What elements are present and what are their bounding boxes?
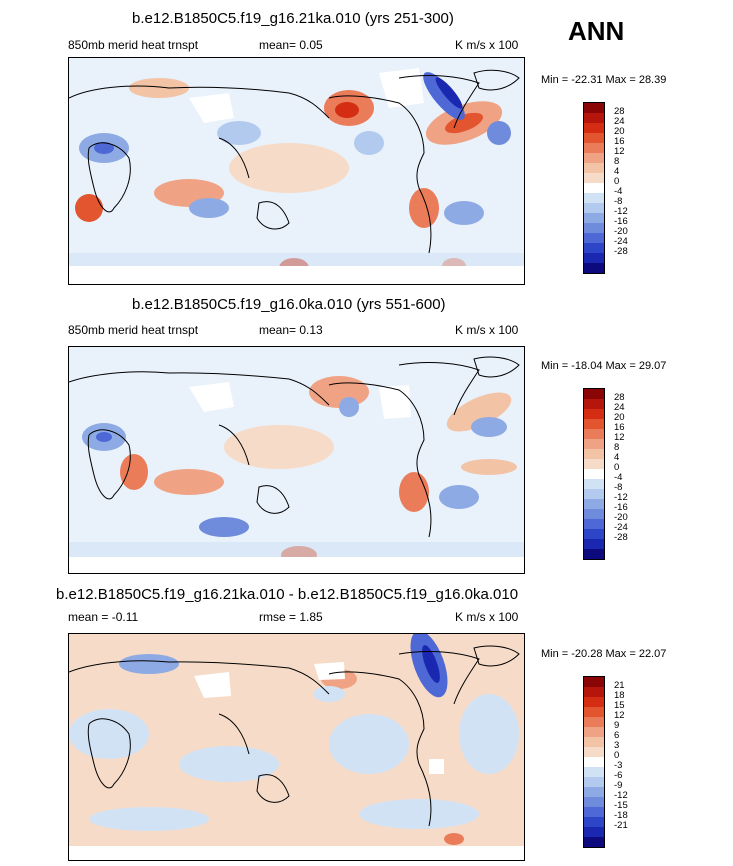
colorbar-label: 16 (614, 422, 625, 433)
colorbar-label: 6 (614, 730, 620, 741)
panel-2-left-label: 850mb merid heat trnspt (68, 323, 199, 337)
colorbar-label: 8 (614, 442, 620, 453)
panel-1-left-label: 850mb merid heat trnspt (68, 38, 199, 52)
panel-2-title: b.e12.B1850C5.f19_g16.0ka.010 (yrs 551-6… (132, 296, 446, 313)
panel-3-mean-label: mean = -0.11 (68, 610, 139, 624)
panel-2-colorbar-labels: 28 24 20 16 12 8 4 0 -4 -8 -12 -16 -20 -… (614, 393, 644, 563)
panel-1-title: b.e12.B1850C5.f19_g16.21ka.010 (yrs 251-… (132, 10, 454, 27)
colorbar-label: -16 (614, 502, 628, 513)
colorbar-label: -3 (614, 760, 623, 771)
panel-3-units: K m/s x 100 (455, 610, 519, 624)
colorbar-label: -16 (614, 216, 628, 227)
colorbar-label: -18 (614, 810, 628, 821)
panel-2-field (69, 376, 524, 573)
colorbar-label: 24 (614, 116, 625, 127)
panel-3-field (69, 634, 524, 860)
colorbar-label: -8 (614, 196, 623, 207)
colorbar-label: 20 (614, 126, 625, 137)
colorbar-label: 0 (614, 176, 620, 187)
panel-3-coastlines (69, 645, 520, 827)
colorbar-label: 12 (614, 146, 625, 157)
colorbar-label: 12 (614, 432, 625, 443)
panel-1-map (68, 57, 525, 285)
colorbar-label: 16 (614, 136, 625, 147)
colorbar-label: 28 (614, 106, 625, 117)
colorbar-label: -6 (614, 770, 623, 781)
panel-2-min-max: Min = -18.04 Max = 29.07 (541, 360, 667, 372)
colorbar-label: -24 (614, 522, 628, 533)
colorbar-label: -24 (614, 236, 628, 247)
panel-2-map (68, 346, 525, 574)
panel-2-colorbar (583, 388, 605, 560)
panel-3-rmse-label: rmse = 1.85 (259, 610, 323, 624)
panel-1-field (69, 68, 524, 284)
colorbar-label: -12 (614, 206, 628, 217)
season-label: ANN (568, 16, 625, 46)
colorbar-label: 24 (614, 402, 625, 413)
colorbar-label: 9 (614, 720, 620, 731)
panel-1-units: K m/s x 100 (455, 38, 519, 52)
panel-2-coastlines (69, 356, 520, 538)
colorbar-label: 12 (614, 710, 625, 721)
panel-3-title: b.e12.B1850C5.f19_g16.21ka.010 - b.e12.B… (56, 586, 519, 603)
colorbar-label: -12 (614, 790, 628, 801)
panel-1-coastlines (69, 69, 520, 254)
colorbar-label: 0 (614, 750, 620, 761)
panel-1-colorbar-labels: 28 24 20 16 12 8 4 0 -4 -8 -12 -16 -20 -… (614, 107, 644, 277)
colorbar-label: -4 (614, 186, 623, 197)
panel-3-min-max: Min = -20.28 Max = 22.07 (541, 648, 667, 660)
panel-3-map (68, 633, 525, 861)
panel-3-colorbar (583, 676, 605, 848)
panel-2-units: K m/s x 100 (455, 323, 519, 337)
colorbar-label: -15 (614, 800, 628, 811)
colorbar-label: 28 (614, 392, 625, 403)
colorbar-label: -4 (614, 472, 623, 483)
colorbar-label: 3 (614, 740, 620, 751)
colorbar-label: 4 (614, 166, 620, 177)
colorbar-label: 4 (614, 452, 620, 463)
panel-1-mean-label: mean= 0.05 (259, 38, 323, 52)
panel-1-colorbar (583, 102, 605, 274)
colorbar-label: 8 (614, 156, 620, 167)
panel-2-mean-label: mean= 0.13 (259, 323, 323, 337)
panel-1-min-max: Min = -22.31 Max = 28.39 (541, 74, 667, 86)
colorbar-label: -28 (614, 246, 628, 257)
colorbar-label: 18 (614, 690, 625, 701)
colorbar-label: -20 (614, 226, 628, 237)
colorbar-label: -21 (614, 820, 628, 831)
colorbar-label: -12 (614, 492, 628, 503)
colorbar-label: 21 (614, 680, 625, 691)
panel-3-colorbar-labels: 21 18 15 12 9 6 3 0 -3 -6 -9 -12 -15 -18… (614, 681, 644, 851)
colorbar-label: -28 (614, 532, 628, 543)
colorbar-label: 20 (614, 412, 625, 423)
colorbar-label: -8 (614, 482, 623, 493)
colorbar-label: 15 (614, 700, 625, 711)
colorbar-label: -9 (614, 780, 623, 791)
colorbar-label: -20 (614, 512, 628, 523)
colorbar-label: 0 (614, 462, 620, 473)
